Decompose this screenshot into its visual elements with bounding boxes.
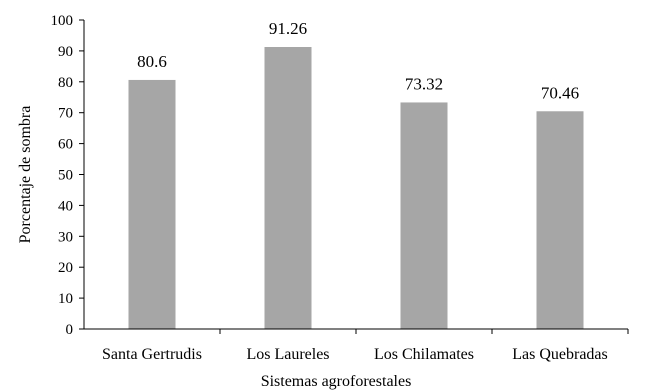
y-tick-label: 100 xyxy=(51,13,74,29)
bars xyxy=(128,47,584,330)
bar-value-label: 91.26 xyxy=(269,19,307,38)
y-tick-label: 70 xyxy=(58,106,73,122)
y-tick-label: 30 xyxy=(58,229,73,245)
bar-value-label: 73.32 xyxy=(405,74,443,93)
y-tick-label: 80 xyxy=(58,75,73,91)
data-labels: 80.6 91.26 73.32 70.46 xyxy=(137,19,579,102)
x-axis-title: Sistemas agroforestales xyxy=(261,373,412,390)
bar xyxy=(536,111,584,330)
x-category-label: Los Chilamates xyxy=(374,346,474,363)
bar-value-label: 80.6 xyxy=(137,52,167,71)
x-category-label: Las Quebradas xyxy=(512,346,608,363)
y-tick-label: 90 xyxy=(58,44,73,60)
x-category-label: Santa Gertrudis xyxy=(102,346,202,363)
y-tick-label: 60 xyxy=(58,137,73,153)
y-axis-title: Porcentaje de sombra xyxy=(17,106,34,244)
bar xyxy=(128,79,176,329)
y-tick-label: 10 xyxy=(58,291,73,307)
y-tick-label: 40 xyxy=(58,198,73,214)
y-tick-label: 20 xyxy=(58,260,73,276)
bar xyxy=(400,102,448,330)
y-tick-label: 0 xyxy=(66,322,74,338)
x-category-label: Los Laureles xyxy=(246,346,329,363)
y-tick-label: 50 xyxy=(58,168,73,184)
y-axis-ticks: 0 10 20 30 40 50 60 70 80 90 100 xyxy=(51,13,84,338)
x-axis-category-labels: Santa Gertrudis Los Laureles Los Chilamate… xyxy=(102,329,629,363)
bar xyxy=(264,47,312,330)
bar-value-label: 70.46 xyxy=(541,83,579,102)
